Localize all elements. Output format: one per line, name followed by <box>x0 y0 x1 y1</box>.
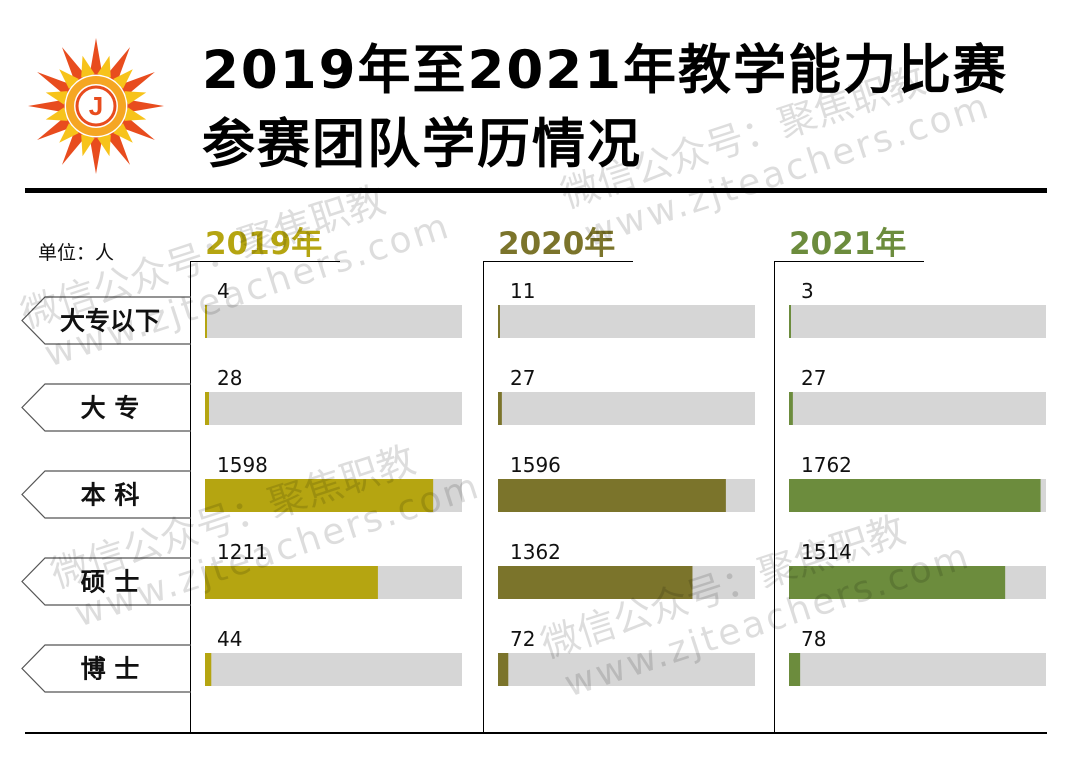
logo: J <box>28 38 164 174</box>
bar-track <box>498 305 755 338</box>
data-label: 1514 <box>801 540 852 564</box>
bottom-rule <box>25 732 1047 734</box>
bar <box>498 479 726 512</box>
chart-title-line-1: 2019年至2021年教学能力比赛 <box>202 40 1009 101</box>
category-label-4: 博 士 <box>21 644 191 693</box>
bar <box>789 566 1006 599</box>
panel-2020-frame <box>483 261 633 734</box>
data-label: 27 <box>801 366 826 390</box>
data-label: 1596 <box>510 453 561 477</box>
top-rule <box>25 188 1047 193</box>
data-label: 78 <box>801 627 826 651</box>
chart-title-line-2: 参赛团队学历情况 <box>202 114 642 175</box>
bar-track <box>205 305 462 338</box>
bar-track <box>789 392 1046 425</box>
data-label: 1598 <box>217 453 268 477</box>
bar <box>205 479 434 512</box>
series-title-2020: 2020年 <box>498 226 616 262</box>
series-0: 4 28 1598 1211 44 <box>205 279 462 686</box>
bar-track <box>789 305 1046 338</box>
bar <box>789 653 801 686</box>
bar <box>205 653 212 686</box>
bar <box>498 305 500 338</box>
category-arrow-box <box>21 470 191 519</box>
logo-letter: J <box>89 91 103 121</box>
data-label: 27 <box>510 366 535 390</box>
bar-track <box>205 653 462 686</box>
category-label-0: 大专以下 <box>21 296 191 345</box>
series-1: 11 27 1596 1362 72 <box>498 279 755 686</box>
bar <box>205 305 207 338</box>
data-label: 1762 <box>801 453 852 477</box>
bar-track <box>498 392 755 425</box>
category-arrow-box <box>21 296 191 345</box>
category-label-text: 大专以下 <box>60 307 160 336</box>
panel-2021-frame <box>774 261 924 734</box>
bar <box>498 566 693 599</box>
panel-2019-frame <box>190 261 340 734</box>
series-2: 3 27 1762 1514 78 <box>789 279 1046 686</box>
category-label-2: 本 科 <box>21 470 191 519</box>
data-label: 11 <box>510 279 535 303</box>
bar <box>498 653 509 686</box>
data-label: 3 <box>801 279 814 303</box>
data-label: 1211 <box>217 540 268 564</box>
bar <box>205 392 209 425</box>
bar <box>205 566 378 599</box>
bar <box>789 305 791 338</box>
data-label: 1362 <box>510 540 561 564</box>
data-label: 72 <box>510 627 535 651</box>
unit-label: 单位：人 <box>38 242 115 264</box>
category-label-text: 本 科 <box>81 481 140 510</box>
category-label-text: 博 士 <box>81 655 140 684</box>
category-arrow-box <box>21 383 191 432</box>
category-label-1: 大 专 <box>21 383 191 432</box>
category-label-text: 硕 士 <box>81 568 140 597</box>
bar-track <box>205 392 462 425</box>
data-label: 28 <box>217 366 242 390</box>
bar <box>498 392 502 425</box>
series-title-2019: 2019年 <box>205 226 323 262</box>
category-arrow-box <box>21 557 191 606</box>
category-arrow-box <box>21 644 191 693</box>
category-label-text: 大 专 <box>81 394 140 423</box>
data-label: 4 <box>217 279 230 303</box>
category-label-3: 硕 士 <box>21 557 191 606</box>
bar <box>789 392 793 425</box>
series-title-2021: 2021年 <box>789 226 907 262</box>
sun-j-logo-icon: J <box>28 38 164 174</box>
bar-track <box>789 653 1046 686</box>
data-label: 44 <box>217 627 242 651</box>
bar-track <box>498 653 755 686</box>
bar <box>789 479 1041 512</box>
